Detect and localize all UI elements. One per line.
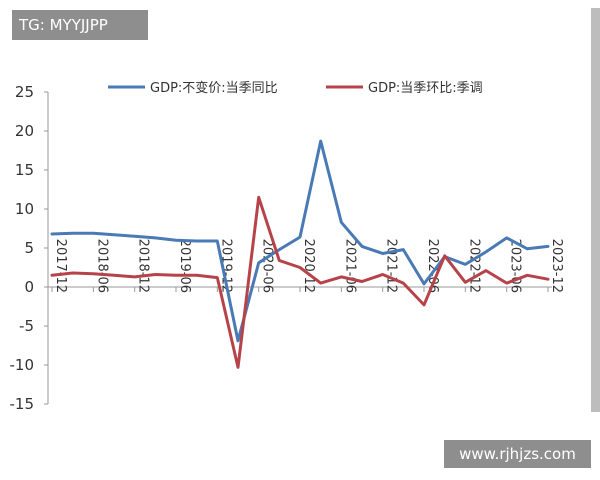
- x-tick-label: 2018-06: [94, 239, 109, 293]
- y-tick-label: 5: [24, 239, 34, 257]
- legend-label-1: GDP:不变价:当季同比: [150, 80, 278, 96]
- y-tick-label: 0: [24, 278, 34, 296]
- y-tick-label: -5: [19, 317, 34, 335]
- watermark-bottom-right: www.rjhjzs.com: [444, 440, 591, 468]
- x-tick-label: 2021-06: [342, 239, 357, 293]
- y-tick-label: 20: [15, 122, 34, 140]
- x-tick-label: 2020-12: [301, 239, 316, 293]
- y-tick-label: 15: [15, 161, 34, 179]
- y-tick-label: 10: [15, 200, 34, 218]
- edge-bar: [591, 8, 600, 412]
- x-tick-label: 2020-06: [260, 239, 275, 293]
- x-tick-label: 2017-12: [53, 239, 68, 293]
- x-tick-label: 2019-12: [218, 239, 233, 293]
- x-tick-label: 2023-12: [549, 239, 564, 293]
- x-tick-label: 2021-12: [384, 239, 399, 293]
- y-tick-label: -15: [10, 395, 35, 413]
- x-tick-label: 2019-06: [177, 239, 192, 293]
- x-tick-label: 2018-12: [136, 239, 151, 293]
- x-tick-label: 2022-12: [466, 239, 481, 293]
- series-line-1: [50, 139, 550, 343]
- y-tick-label: 25: [15, 83, 34, 101]
- y-tick-label: -10: [10, 356, 35, 374]
- watermark-top-left: TG: MYYJJPP: [12, 10, 148, 40]
- series-line-2: [50, 195, 550, 369]
- legend-label-2: GDP:当季环比:季调: [368, 81, 483, 96]
